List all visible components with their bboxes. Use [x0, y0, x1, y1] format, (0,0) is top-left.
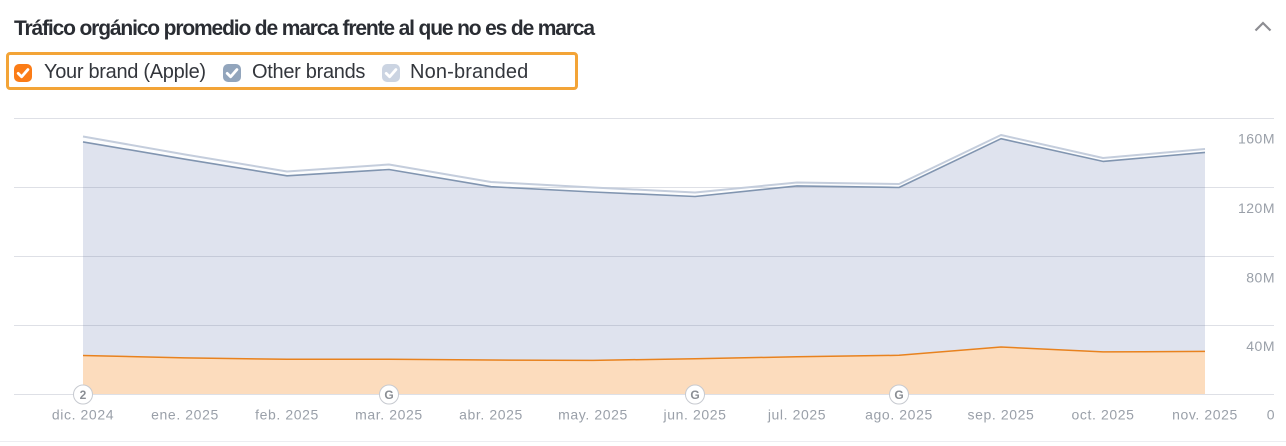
- svg-text:jul. 2025: jul. 2025: [767, 407, 826, 423]
- svg-text:ene. 2025: ene. 2025: [151, 407, 219, 423]
- svg-text:dic. 2024: dic. 2024: [52, 407, 114, 423]
- svg-text:G: G: [690, 388, 699, 402]
- svg-text:nov. 2025: nov. 2025: [1172, 407, 1238, 423]
- svg-text:40M: 40M: [1246, 338, 1275, 354]
- svg-text:0: 0: [1267, 407, 1275, 423]
- svg-text:mar. 2025: mar. 2025: [355, 407, 423, 423]
- svg-text:abr. 2025: abr. 2025: [459, 407, 523, 423]
- svg-text:80M: 80M: [1246, 269, 1275, 285]
- svg-text:G: G: [894, 388, 903, 402]
- svg-text:160M: 160M: [1238, 131, 1275, 147]
- svg-text:2: 2: [80, 388, 87, 402]
- svg-text:sep. 2025: sep. 2025: [968, 407, 1035, 423]
- svg-text:oct. 2025: oct. 2025: [1072, 407, 1135, 423]
- svg-text:feb. 2025: feb. 2025: [255, 407, 319, 423]
- svg-text:ago. 2025: ago. 2025: [865, 407, 933, 423]
- svg-text:G: G: [384, 388, 393, 402]
- svg-text:may. 2025: may. 2025: [558, 407, 628, 423]
- svg-text:jun. 2025: jun. 2025: [662, 407, 726, 423]
- svg-text:120M: 120M: [1238, 200, 1275, 216]
